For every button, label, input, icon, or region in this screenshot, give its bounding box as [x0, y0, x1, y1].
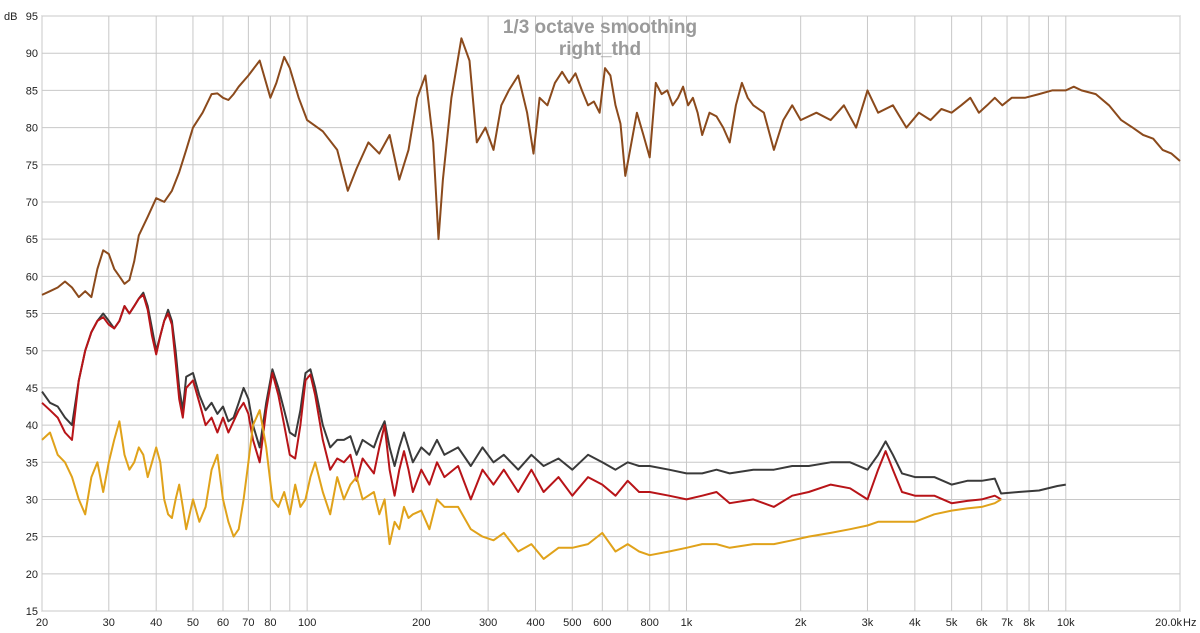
x-tick-label: 800 [641, 617, 659, 629]
chart-subtitle: right_thd [558, 39, 642, 60]
y-tick-label: 20 [26, 569, 38, 581]
x-tick-label: 10k [1057, 617, 1075, 629]
x-tick-label: 400 [526, 617, 544, 629]
chart-title: 1/3 octave smoothing [502, 17, 698, 38]
x-tick-label: 30 [103, 617, 115, 629]
x-tick-label: 4k [909, 617, 921, 629]
x-axis-unit-label: Hz [1183, 617, 1196, 629]
x-tick-label: 8k [1023, 617, 1035, 629]
series-line-2 [41, 291, 1066, 495]
x-tick-label: 600 [593, 617, 611, 629]
y-axis-unit-label: dB [4, 11, 17, 23]
x-tick-label: 50 [187, 617, 199, 629]
series-line-1 [41, 37, 1181, 299]
x-tick-label: 20.0k [1155, 617, 1182, 629]
y-tick-labels: 15 20 25 30 35 40 45 50 55 60 65 70 75 80 85 90 95 [26, 11, 38, 618]
y-tick-label: 45 [26, 383, 38, 395]
series-line-3 [41, 293, 1002, 508]
x-tick-label: 1k [681, 617, 693, 629]
x-tick-label: 6k [976, 617, 988, 629]
series-lines [41, 37, 1181, 560]
y-tick-label: 25 [26, 532, 38, 544]
y-tick-label: 60 [26, 271, 38, 283]
x-tick-label: 500 [563, 617, 581, 629]
x-tick-label: 7k [1001, 617, 1013, 629]
y-tick-label: 95 [26, 11, 38, 23]
y-tick-label: 90 [26, 48, 38, 60]
x-tick-label: 70 [242, 617, 254, 629]
x-tick-label: 200 [412, 617, 430, 629]
y-tick-label: 70 [26, 197, 38, 209]
y-tick-label: 80 [26, 123, 38, 135]
y-tick-label: 30 [26, 494, 38, 506]
grid [41, 15, 1181, 612]
x-tick-labels: 20 30 40 50 60 70 80 100 200 300 400 500 600 800 1k 2k 3… [36, 617, 1183, 629]
x-tick-label: 100 [298, 617, 316, 629]
y-tick-label: 40 [26, 420, 38, 432]
x-tick-label: 3k [862, 617, 874, 629]
x-tick-label: 300 [479, 617, 497, 629]
y-tick-label: 55 [26, 309, 38, 321]
x-tick-label: 5k [946, 617, 958, 629]
y-tick-label: 15 [26, 606, 38, 618]
y-tick-label: 75 [26, 160, 38, 172]
y-tick-label: 50 [26, 346, 38, 358]
x-tick-label: 60 [217, 617, 229, 629]
x-tick-label: 40 [150, 617, 162, 629]
x-tick-label: 80 [264, 617, 276, 629]
y-tick-label: 35 [26, 457, 38, 469]
y-tick-label: 65 [26, 234, 38, 246]
x-tick-label: 20 [36, 617, 48, 629]
series-line-4 [41, 409, 1002, 560]
y-tick-label: 85 [26, 85, 38, 97]
x-tick-label: 2k [795, 617, 807, 629]
